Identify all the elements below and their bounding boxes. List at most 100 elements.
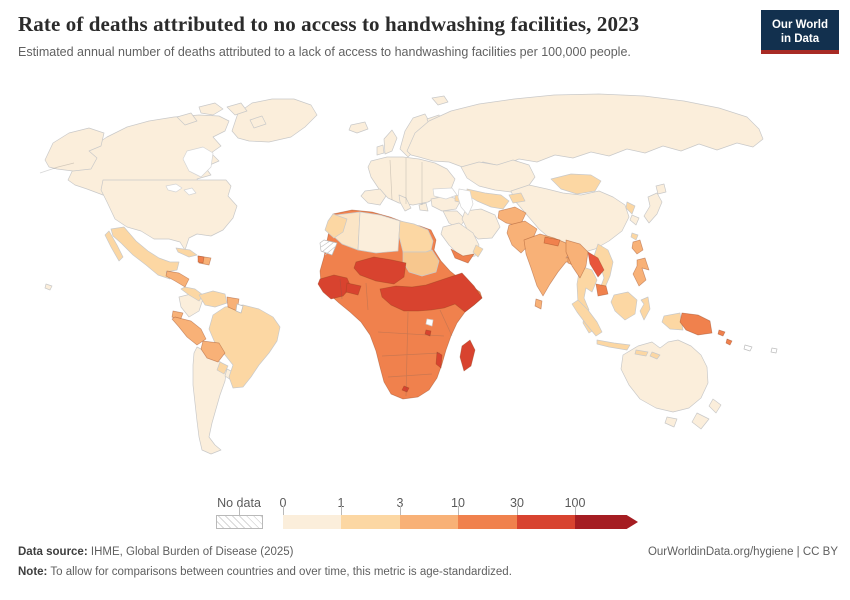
region-fiji-no-data[interactable] xyxy=(770,347,778,354)
region-cambodia[interactable] xyxy=(595,283,609,297)
region-papua-new-guinea[interactable] xyxy=(679,312,713,336)
region-taiwan[interactable] xyxy=(630,232,639,241)
region-french-guiana-no-data[interactable] xyxy=(235,303,244,314)
region-greenland[interactable] xyxy=(231,98,318,143)
region-burkina-faso[interactable] xyxy=(345,282,362,296)
region-peru[interactable] xyxy=(171,316,207,346)
legend-tick-label: 30 xyxy=(510,496,524,510)
region-australia[interactable] xyxy=(620,339,709,413)
region-lesotho[interactable] xyxy=(401,385,410,393)
data-source-line: Data source: IHME, Global Burden of Dise… xyxy=(18,546,838,560)
region-nepal[interactable] xyxy=(543,236,561,247)
region-arctic-island[interactable] xyxy=(176,112,198,126)
region-cuba[interactable] xyxy=(175,247,198,258)
region-mongolia[interactable] xyxy=(550,173,602,195)
lake-victoria xyxy=(425,318,434,327)
region-yemen[interactable] xyxy=(450,248,475,264)
region-mexico[interactable] xyxy=(110,226,180,280)
region-west-papua[interactable] xyxy=(661,312,684,331)
region-arctic-island[interactable] xyxy=(249,115,267,129)
regions-band-laos xyxy=(587,251,605,278)
note-label: Note: xyxy=(18,565,48,578)
region-china[interactable] xyxy=(510,184,630,254)
region-japan[interactable] xyxy=(643,192,663,224)
region-svalbard[interactable] xyxy=(431,95,449,106)
region-ireland[interactable] xyxy=(376,144,385,156)
region-niger-chad[interactable] xyxy=(353,256,407,285)
region-new-zealand-south[interactable] xyxy=(691,412,710,430)
region-senegal-guinea[interactable] xyxy=(317,274,352,300)
region-baja-california[interactable] xyxy=(104,230,124,262)
region-philippines-luzon[interactable] xyxy=(631,239,644,255)
legend-bin-0-1[interactable] xyxy=(283,515,341,529)
region-kazakhstan[interactable] xyxy=(460,159,536,193)
region-brazil[interactable] xyxy=(208,304,281,389)
region-morocco[interactable] xyxy=(324,213,348,239)
region-sulawesi[interactable] xyxy=(639,296,651,321)
region-tasmania[interactable] xyxy=(664,416,678,428)
legend-bin-1-3[interactable] xyxy=(341,515,400,529)
region-south-korea[interactable] xyxy=(629,214,640,226)
legend-bin-3-10[interactable] xyxy=(400,515,458,529)
note-line: Note: To allow for comparisons between c… xyxy=(18,566,838,580)
region-italy[interactable] xyxy=(398,194,412,212)
region-solomon-islands[interactable] xyxy=(717,329,726,337)
region-cameroon-ethiopia-somalia[interactable] xyxy=(379,272,483,313)
no-data-swatch[interactable] xyxy=(216,515,263,529)
owid-citation-link[interactable]: OurWorldinData.org/hygiene | CC BY xyxy=(647,546,838,558)
legend-bin-100-plus[interactable] xyxy=(575,515,638,529)
region-iceland[interactable] xyxy=(348,121,369,134)
region-philippines-south[interactable] xyxy=(632,257,650,287)
region-guatemala-honduras[interactable] xyxy=(165,270,190,288)
region-new-caledonia-no-data[interactable] xyxy=(743,344,753,352)
region-libya[interactable] xyxy=(357,211,401,254)
region-sri-lanka[interactable] xyxy=(534,298,543,310)
region-oman[interactable] xyxy=(472,244,484,258)
region-arctic-island[interactable] xyxy=(226,102,248,116)
region-north-korea[interactable] xyxy=(625,201,636,215)
legend-tick-label: 100 xyxy=(564,496,586,510)
region-madagascar[interactable] xyxy=(459,339,476,372)
region-hokkaido[interactable] xyxy=(655,183,667,195)
region-lesser-sunda[interactable] xyxy=(634,349,649,357)
region-egypt[interactable] xyxy=(398,220,434,253)
legend-bin-10-30[interactable] xyxy=(458,515,517,529)
region-paraguay[interactable] xyxy=(216,361,229,375)
region-greece[interactable] xyxy=(418,202,429,212)
no-data-label: No data xyxy=(217,496,261,510)
region-thailand[interactable] xyxy=(576,265,598,316)
page-title: Rate of deaths attributed to no access t… xyxy=(18,12,640,36)
region-laos[interactable] xyxy=(587,251,605,278)
region-iberia[interactable] xyxy=(360,188,387,206)
region-new-zealand-north[interactable] xyxy=(708,398,722,414)
legend-tick xyxy=(458,506,459,515)
region-haiti[interactable] xyxy=(197,255,205,264)
region-alaska[interactable] xyxy=(44,127,105,172)
region-solomon-islands[interactable] xyxy=(725,338,733,346)
legend-tick-label: 0 xyxy=(279,496,287,510)
region-western-sahara-no-data[interactable] xyxy=(319,239,338,256)
region-central-asia[interactable] xyxy=(466,188,510,210)
region-united-kingdom[interactable] xyxy=(383,129,398,155)
region-malawi[interactable] xyxy=(435,351,443,369)
region-myanmar[interactable] xyxy=(565,239,589,279)
region-arctic-island[interactable] xyxy=(198,102,224,116)
region-united-states[interactable] xyxy=(100,179,238,251)
region-timor[interactable] xyxy=(649,351,661,360)
region-saudi-arabia[interactable] xyxy=(440,222,480,259)
region-russia[interactable] xyxy=(406,93,764,169)
region-sumatra[interactable] xyxy=(571,299,603,337)
region-tajikistan-kyrgyzstan[interactable] xyxy=(508,192,526,204)
region-burundi[interactable] xyxy=(424,329,432,337)
owid-logo[interactable]: Our World in Data xyxy=(761,10,839,54)
owid-logo-line1: Our World xyxy=(771,18,828,31)
region-borneo[interactable] xyxy=(610,291,638,321)
region-hawaii[interactable] xyxy=(44,283,53,291)
region-java[interactable] xyxy=(596,339,631,351)
chart-header: Rate of deaths attributed to no access t… xyxy=(18,12,750,60)
legend-bin-30-100[interactable] xyxy=(517,515,575,529)
region-venezuela[interactable] xyxy=(198,290,228,308)
region-bolivia[interactable] xyxy=(200,340,226,363)
region-nicaragua-panama[interactable] xyxy=(180,286,204,302)
